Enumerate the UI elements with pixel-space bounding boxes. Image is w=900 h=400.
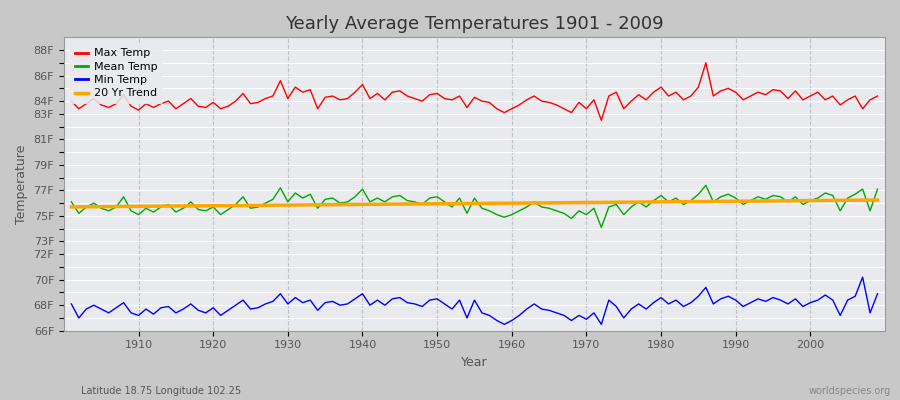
Title: Yearly Average Temperatures 1901 - 2009: Yearly Average Temperatures 1901 - 2009 bbox=[285, 15, 664, 33]
Text: worldspecies.org: worldspecies.org bbox=[809, 386, 891, 396]
Y-axis label: Temperature: Temperature bbox=[15, 144, 28, 224]
Legend: Max Temp, Mean Temp, Min Temp, 20 Yr Trend: Max Temp, Mean Temp, Min Temp, 20 Yr Tre… bbox=[69, 43, 163, 104]
Text: Latitude 18.75 Longitude 102.25: Latitude 18.75 Longitude 102.25 bbox=[81, 386, 241, 396]
X-axis label: Year: Year bbox=[461, 356, 488, 369]
